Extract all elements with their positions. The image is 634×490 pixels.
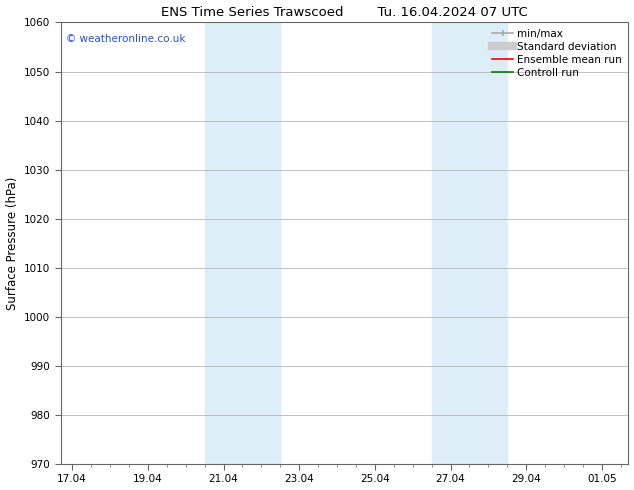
Text: © weatheronline.co.uk: © weatheronline.co.uk: [67, 33, 186, 44]
Y-axis label: Surface Pressure (hPa): Surface Pressure (hPa): [6, 176, 18, 310]
Title: ENS Time Series Trawscoed        Tu. 16.04.2024 07 UTC: ENS Time Series Trawscoed Tu. 16.04.2024…: [161, 5, 528, 19]
Bar: [205, 23, 280, 464]
Legend: min/max, Standard deviation, Ensemble mean run, Controll run: min/max, Standard deviation, Ensemble me…: [488, 24, 626, 82]
Bar: [432, 23, 507, 464]
